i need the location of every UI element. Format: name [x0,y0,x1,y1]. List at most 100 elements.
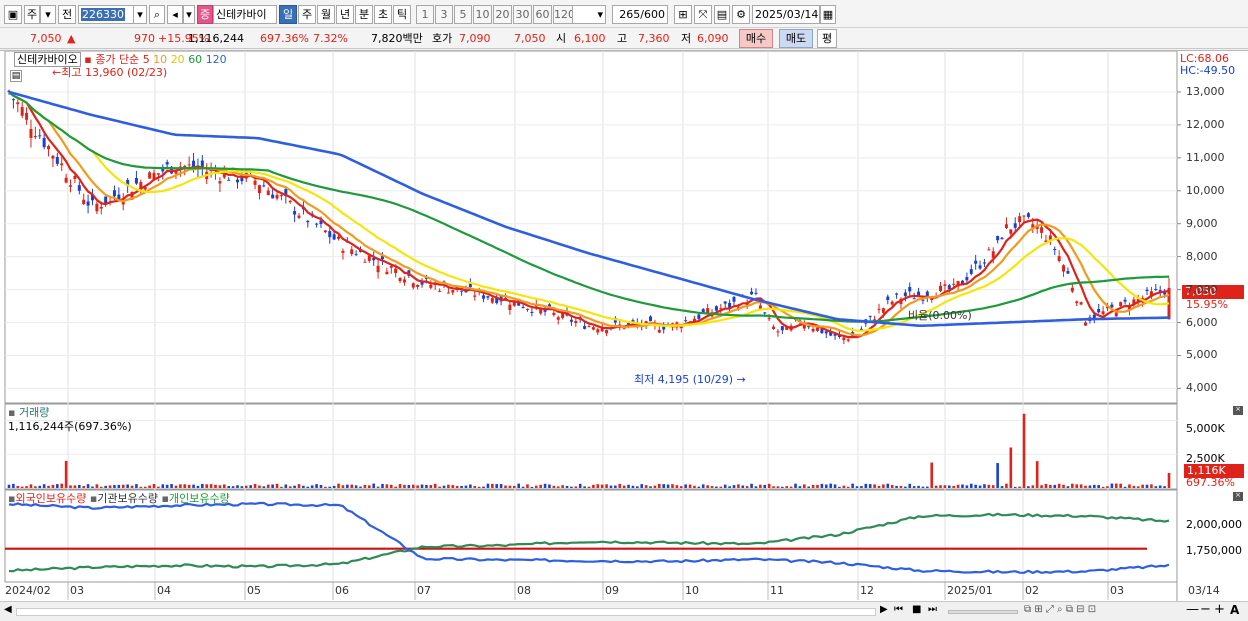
zoom-slider[interactable] [948,610,1018,614]
candle-body [47,146,51,150]
volume-bar [759,484,762,488]
prev-button[interactable]: 전 [58,5,76,24]
price-panel-title[interactable]: 신테카바이오 [14,52,81,67]
candle-body [1145,289,1149,291]
volume-bar [513,485,516,488]
lc-label: LC:68.06 [1180,52,1230,65]
ma120-label[interactable]: 120 [205,53,227,66]
interval-button-20[interactable]: 20 [493,5,512,24]
interval-button-60[interactable]: 60 [533,5,552,24]
dropdown-arrow-icon[interactable]: ▾ [40,5,56,24]
candle-body [706,308,710,313]
search-icon[interactable]: ⌕ [149,5,165,24]
volume-bar [20,486,24,488]
ma20-label[interactable]: 20 [170,53,185,66]
count-display[interactable]: 265/600 [612,5,668,24]
crosshair-icon[interactable]: ⤧ [694,5,712,24]
minus-icon[interactable]: − [1200,602,1211,617]
layout-icon[interactable]: ▣ [4,5,22,24]
date-field[interactable]: 2025/03/14 [752,5,820,24]
volume-bar [570,486,573,488]
candle-body [394,268,398,274]
ma5-label[interactable]: 5 [142,53,150,66]
candle-body [969,269,973,274]
institution-holding-label[interactable]: 기관보유수량 [97,492,159,505]
candle-body [1127,306,1131,311]
text-size-icon[interactable]: A [1230,603,1240,617]
tab-6[interactable]: 틱 [393,5,411,24]
foreign-holding-label[interactable]: 외국인보유수량 [15,492,87,505]
panel-menu-icon[interactable]: ▤ [10,70,22,82]
stop-icon[interactable]: ■ [912,604,922,615]
volume-bar [297,484,301,488]
speaker-icon[interactable]: ◂ [167,5,183,24]
stock-code-value: 226330 [81,8,125,21]
scroll-left-icon[interactable]: ◀ [4,604,12,615]
candle-body [772,326,776,330]
volume-bar [253,483,257,488]
interval-button-5[interactable]: 5 [454,5,472,24]
eval-button[interactable]: 평 [817,29,837,48]
ma60-label[interactable]: 60 [188,53,203,66]
candle-body [429,284,433,288]
candle-body [692,318,696,322]
horizontal-scrollbar[interactable] [16,608,876,616]
candle-body [482,295,486,299]
volume-bar [1101,486,1105,488]
save-icon[interactable]: ▤ [714,5,730,24]
plus-icon[interactable]: + [1214,602,1225,617]
grid-icon[interactable]: ⊞ [674,5,692,24]
interval-dropdown[interactable]: ▾ [572,5,606,24]
volume-bar [1018,486,1021,488]
speaker-dropdown-icon[interactable]: ▾ [183,5,195,24]
candle-body [279,195,283,197]
holding-close-icon[interactable]: × [1233,492,1243,501]
candle-body [222,171,226,178]
volume-panel-title[interactable]: ▪ 거래량 [8,406,49,420]
candle-body [319,220,323,225]
price-y-axis: 13,000 12,000 11,000 10,000 9,000 8,000 7,000 6… [1184,51,1248,401]
chart-canvas[interactable] [0,51,1248,603]
interval-button-3[interactable]: 3 [435,5,453,24]
first-page-icon[interactable]: ⏮ [894,604,903,615]
buy-button[interactable]: 매수 [739,29,773,48]
hc-label: HC:-49.50 [1180,64,1236,77]
tool-icons[interactable]: ⧉ ⊞ ⤢ ⌕ ⧉ ⊟ ⊡ [1024,604,1097,615]
volume-close-icon[interactable]: × [1233,406,1243,415]
interval-button-10[interactable]: 10 [473,5,492,24]
sell-button[interactable]: 매도 [779,29,813,48]
volume-bar [451,485,455,488]
scroll-right-icon[interactable]: ▶ [880,604,888,615]
calendar-icon[interactable]: ▦ [820,5,836,24]
candle-body [451,290,455,293]
volume-bar [504,485,507,488]
foreign-holding-line [8,501,1170,575]
last-page-icon[interactable]: ⏭ [928,604,937,615]
tab-5[interactable]: 초 [374,5,392,24]
candle-body [811,328,815,332]
tab-0[interactable]: 일 [279,5,297,24]
volume-bar [701,484,705,488]
ma-legend-label: 종가 단순 [95,53,140,66]
candle-body [991,251,995,258]
candle-body [1158,290,1162,292]
tab-2[interactable]: 월 [317,5,335,24]
stock-name-field[interactable]: 신테카바이 [213,5,277,24]
individual-holding-label[interactable]: 개인보유수량 [168,492,230,505]
stock-code-input[interactable]: 226330 [78,5,134,24]
zoom-out-icon[interactable]: — [1186,602,1199,617]
candle-body [82,199,86,204]
interval-button-1[interactable]: 1 [416,5,434,24]
code-dropdown-icon[interactable]: ▾ [133,5,147,24]
tab-1[interactable]: 주 [298,5,316,24]
gear-icon[interactable]: ⚙ [732,5,750,24]
volume-bar [47,485,50,488]
ma10-label[interactable]: 10 [153,53,168,66]
tab-4[interactable]: 분 [355,5,373,24]
period-select[interactable]: 주 [24,5,40,24]
volume-bar [130,485,134,488]
candle-body [508,304,512,311]
tab-3[interactable]: 년 [336,5,354,24]
legend-ma-dot-icon: ▪ [84,53,92,66]
interval-button-30[interactable]: 30 [513,5,532,24]
